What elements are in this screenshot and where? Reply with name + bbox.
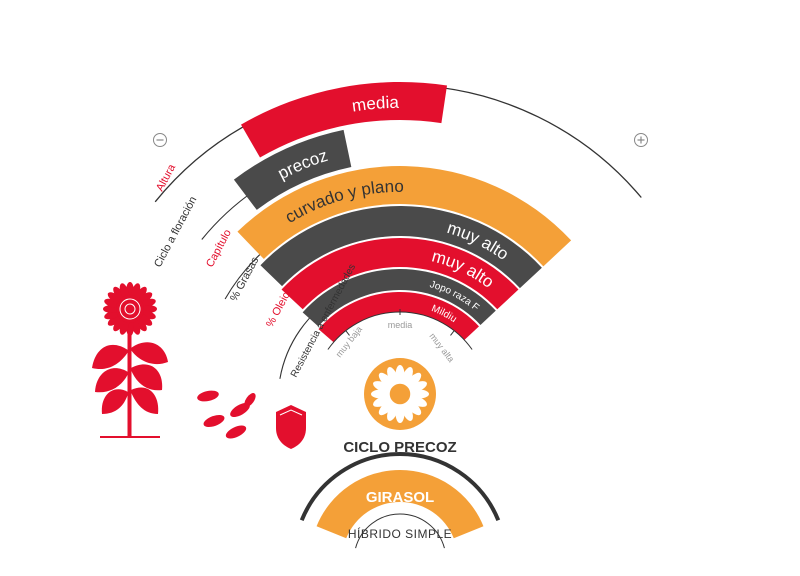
flower-petal — [401, 402, 413, 421]
tick-label-media: media — [388, 320, 413, 330]
category-label-oleico: % Oleico — [264, 285, 295, 330]
bar-grasas — [260, 206, 542, 289]
flower-petal — [373, 395, 392, 407]
shield-icon — [276, 405, 306, 449]
flower-petal — [401, 367, 413, 386]
flower-petal — [387, 402, 399, 421]
bar-altura — [241, 82, 448, 158]
tick-label-muy-alta: muy alta — [427, 331, 456, 364]
category-label-altura: Altura — [154, 162, 179, 194]
flower-petal — [387, 367, 399, 386]
bar-ciclo-floracion — [233, 129, 352, 210]
bar-oleico — [281, 237, 519, 310]
flower-petal — [405, 399, 422, 416]
flower-petal — [373, 381, 392, 393]
bar-capitulo — [237, 165, 572, 267]
product-name-band — [316, 470, 484, 539]
category-label-ciclo: Ciclo a floración — [152, 195, 199, 270]
product-name: GIRASOL — [366, 489, 434, 506]
bar-mildiu — [318, 291, 479, 343]
category-label-capitulo: Capítulo — [204, 228, 234, 270]
sunflower-plant-icon — [92, 282, 168, 438]
plus-circle-icon — [634, 133, 648, 147]
bar-jopo — [302, 268, 496, 327]
category-label-grasas: % Grasas — [228, 255, 262, 304]
tick-mark-muy-baja — [345, 330, 350, 336]
type-arc-line — [355, 513, 445, 549]
product-cycle: CICLO PRECOZ — [343, 439, 456, 456]
minus-circle-icon — [153, 133, 167, 147]
cycle-arc-line — [299, 452, 501, 522]
product-type: HÍBRIDO SIMPLE — [348, 526, 452, 541]
flower-petal — [378, 372, 395, 389]
tick-mark-muy-alta — [450, 330, 455, 336]
flower-petal — [378, 399, 395, 416]
flower-petal — [408, 395, 427, 407]
flower-petal — [405, 372, 422, 389]
sunflower-seeds-icon — [197, 390, 256, 439]
bar-value-altura: media — [351, 93, 400, 116]
sunflower-flower-icon — [364, 358, 436, 430]
flower-petal — [408, 381, 427, 393]
